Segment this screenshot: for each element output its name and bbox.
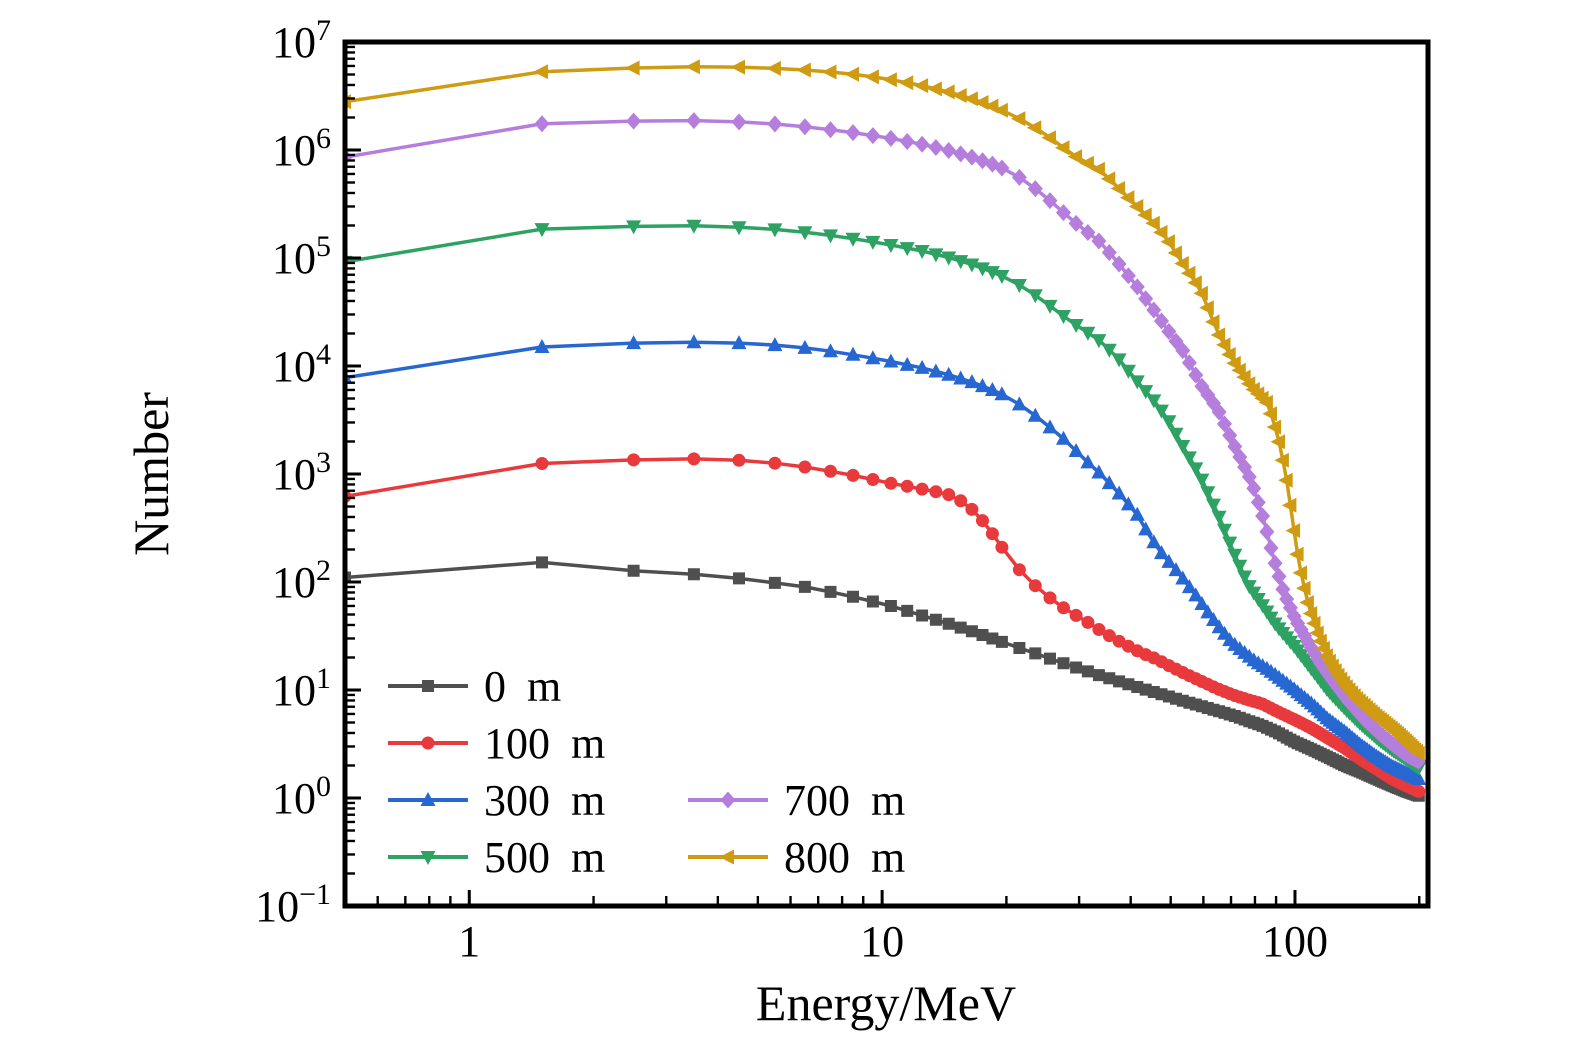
legend-item-500m: 500 m [388,833,605,882]
series-800m [345,59,1425,761]
legend-marker-circle [421,736,435,750]
y-tick-label: 103 [272,446,331,499]
x-axis-title: Energy/MeV [756,975,1016,1031]
legend-item-700m: 700 m [688,776,905,825]
legend-marker-square [422,680,434,692]
plot-series-layer [345,59,1427,802]
legend-marker-triangle-down [420,851,436,865]
plot-frame [342,39,1431,909]
series-300m [345,334,1427,785]
x-tick-label: 10 [860,917,904,966]
x-tick-label: 1 [458,917,480,966]
legend-label: 800 m [784,833,905,882]
legend-item-100m: 100 m [388,719,605,768]
legend-label: 500 m [484,833,605,882]
legend-marker-triangle-left [719,849,734,865]
series-markers-0m [345,556,1425,802]
y-tick-label: 101 [272,662,331,715]
series-0m [345,556,1425,802]
legend-marker-diamond [720,791,736,809]
x-tick-label: 100 [1262,917,1328,966]
legend: 0 m 100 m 300 m 500 m 700 m 800 m [388,662,905,882]
legend-item-0m: 0 m [388,662,561,711]
legend-item-800m: 800 m [688,833,905,882]
y-tick-label: 100 [272,770,331,823]
legend-label: 0 m [484,662,561,711]
series-100m [345,452,1426,798]
series-700m [345,112,1427,770]
y-axis-title: Number [123,392,179,556]
y-tick-label: 102 [272,554,331,607]
legend-marker-triangle-up [420,792,436,806]
legend-label: 100 m [484,719,605,768]
legend-label: 700 m [784,776,905,825]
legend-label: 300 m [484,776,605,825]
legend-item-300m: 300 m [388,776,605,825]
